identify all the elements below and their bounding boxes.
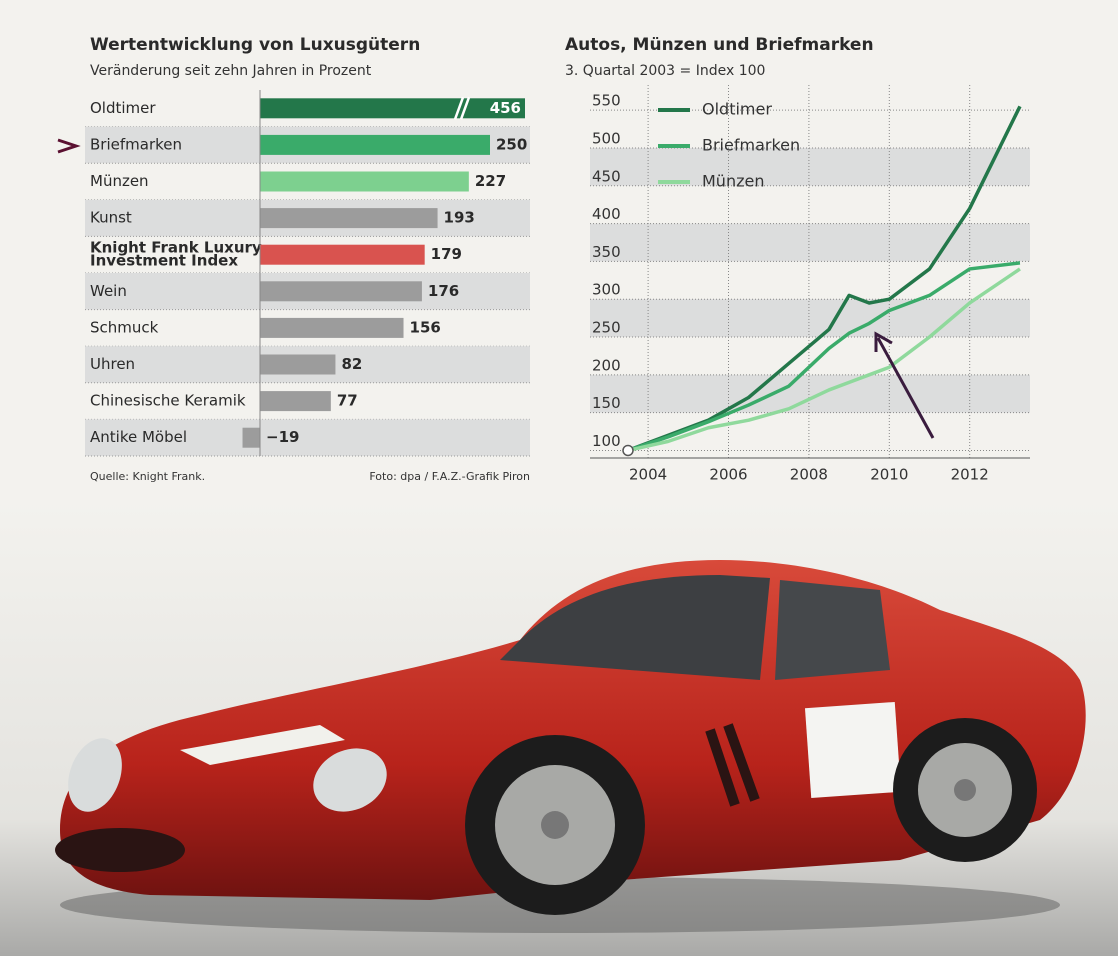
- x-tick-label: 2010: [870, 466, 908, 484]
- page: Wertentwicklung von Luxusgütern Veränderu…: [0, 0, 1118, 956]
- bar: [260, 172, 469, 192]
- legend-label: Münzen: [702, 172, 764, 191]
- category-label: Briefmarken: [90, 135, 182, 153]
- bar: [260, 245, 425, 265]
- bar: [260, 355, 335, 375]
- chart-title: Autos, Münzen und Briefmarken: [565, 35, 874, 55]
- grid-band: [590, 148, 1030, 186]
- category-label: Uhren: [90, 355, 135, 373]
- value-label: 77: [337, 392, 358, 410]
- category-label: Wein: [90, 282, 127, 300]
- y-tick-label: 100: [592, 432, 621, 450]
- value-label: 176: [428, 282, 459, 300]
- bar: [260, 135, 490, 155]
- category-label: Oldtimer: [90, 99, 156, 117]
- grid-band: [590, 224, 1030, 262]
- y-tick-label: 300: [592, 281, 621, 299]
- y-tick-label: 350: [592, 243, 621, 261]
- x-tick-label: 2004: [629, 466, 667, 484]
- source-note: Quelle: Knight Frank.: [90, 470, 205, 483]
- hand-mark: [58, 140, 76, 152]
- x-tick-label: 2012: [951, 466, 989, 484]
- value-label: 82: [341, 355, 362, 373]
- bar: [243, 428, 260, 448]
- category-label: Schmuck: [90, 318, 159, 336]
- photo-credit: Foto: dpa / F.A.Z.-Grafik Piron: [369, 470, 530, 483]
- series-line: [628, 263, 1020, 451]
- grid-band: [590, 375, 1030, 413]
- value-label: 156: [410, 318, 441, 336]
- y-tick-label: 250: [592, 319, 621, 337]
- y-tick-label: 200: [592, 356, 621, 374]
- x-tick-label: 2008: [790, 466, 828, 484]
- chart-subtitle: Veränderung seit zehn Jahren in Prozent: [90, 63, 372, 79]
- y-tick-label: 150: [592, 394, 621, 412]
- legend-label: Oldtimer: [702, 100, 772, 119]
- value-label: −19: [266, 428, 299, 446]
- bar: [260, 98, 525, 118]
- bar-chart: Wertentwicklung von Luxusgütern Veränderu…: [85, 35, 530, 483]
- value-label: 227: [475, 172, 506, 190]
- series-line: [628, 269, 1020, 451]
- chart-subtitle: 3. Quartal 2003 = Index 100: [565, 63, 765, 79]
- value-label: 193: [444, 209, 475, 227]
- y-tick-label: 450: [592, 167, 621, 185]
- line-chart: Autos, Münzen und Briefmarken 3. Quartal …: [565, 35, 1030, 484]
- origin-marker: [623, 445, 633, 455]
- y-tick-label: 500: [592, 129, 621, 147]
- legend-label: Briefmarken: [702, 136, 800, 155]
- value-label: 179: [431, 245, 462, 263]
- category-label: Antike Möbel: [90, 428, 187, 446]
- grid-band: [590, 299, 1030, 337]
- x-tick-label: 2006: [709, 466, 747, 484]
- category-label: Kunst: [90, 209, 132, 227]
- bar: [260, 318, 404, 338]
- category-label: Münzen: [90, 172, 149, 190]
- y-tick-label: 400: [592, 205, 621, 223]
- category-label: Chinesische Keramik: [90, 392, 246, 410]
- bar: [260, 281, 422, 301]
- chart-title: Wertentwicklung von Luxusgütern: [90, 35, 420, 55]
- y-tick-label: 550: [592, 92, 621, 110]
- value-label: 250: [496, 135, 527, 153]
- value-label: 456: [490, 99, 521, 117]
- bar: [260, 208, 438, 228]
- bar: [260, 391, 331, 411]
